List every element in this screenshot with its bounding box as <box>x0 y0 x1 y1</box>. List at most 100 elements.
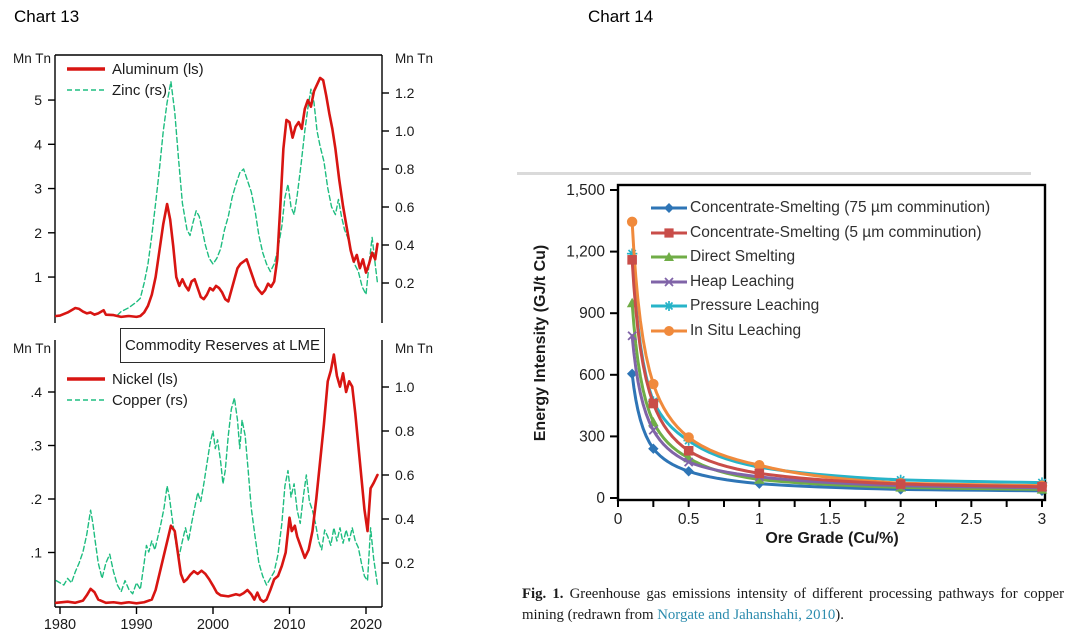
tick-label: 1 <box>34 269 42 285</box>
tick-label: 0.4 <box>395 237 415 253</box>
series-in-situ-leaching-circle-icon <box>626 216 638 228</box>
tick-label: 2.5 <box>961 511 983 528</box>
tick-label: 1990 <box>120 617 152 633</box>
chart13-box-title: Commodity Reserves at LME <box>120 328 325 363</box>
figure-caption: Fig. 1. Greenhouse gas emissions intensi… <box>522 584 1064 627</box>
tick-label: .1 <box>30 545 42 561</box>
legend-marker-circle-icon <box>651 325 687 336</box>
series-in-situ-leaching-circle-icon <box>648 378 659 390</box>
series-concentrate-smelting-5-m-comminution--square-icon <box>648 398 659 409</box>
tick-label: 2020 <box>350 617 382 633</box>
chart14-legend-item-3: Heap Leaching <box>650 270 990 295</box>
legend-label-zinc: Zinc (rs) <box>112 81 167 99</box>
tick-label: 600 <box>579 367 605 384</box>
chart14-legend: Concentrate-Smelting (75 µm comminution)… <box>650 196 990 343</box>
legend-item-copper: Copper (rs) <box>66 391 188 409</box>
tick-label: 5 <box>34 92 42 108</box>
series-concentrate-smelting-75-m-comminution--line <box>630 372 1044 493</box>
legend-item-nickel: Nickel (ls) <box>66 370 188 388</box>
legend-item-aluminum: Aluminum (ls) <box>66 60 204 78</box>
series-concentrate-smelting-5-m-comminution--square-icon <box>754 468 765 479</box>
axis-unit-top-left: Mn Tn <box>13 51 52 66</box>
chart14-legend-item-1: Concentrate-Smelting (5 µm comminution) <box>650 221 990 246</box>
tick-label: 0.2 <box>395 555 415 571</box>
legend-label-nickel: Nickel (ls) <box>112 370 178 388</box>
tick-label: 0.4 <box>395 511 415 527</box>
tick-label: 0.6 <box>395 199 415 215</box>
caption-text-before-link: Greenhouse gas emissions intensity of di… <box>522 586 1064 624</box>
axis-unit-top-right: Mn Tn <box>395 51 434 66</box>
series-heap-leaching-x-icon <box>648 425 659 435</box>
nickel-line-swatch-icon <box>67 377 105 381</box>
tick-label: 0.8 <box>395 161 415 177</box>
tick-label: 0 <box>596 490 605 507</box>
caption-citation-link[interactable]: Norgate and Jahanshahi, 2010 <box>657 607 836 624</box>
series-heap-leaching-x-icon <box>683 457 694 467</box>
tick-label: 0.2 <box>395 275 415 291</box>
copper-line-swatch-icon <box>67 399 105 401</box>
zinc-line-swatch-icon <box>67 89 105 91</box>
tick-label: 3 <box>34 181 42 197</box>
tick-label: 1,500 <box>566 182 605 199</box>
series-in-situ-leaching-circle-icon <box>683 432 694 443</box>
chart14-legend-label: Concentrate-Smelting (75 µm comminution) <box>690 199 991 217</box>
series-nickel-ls-line <box>54 353 379 605</box>
page-divider-line <box>517 172 1031 175</box>
legend-marker-x-icon <box>651 277 687 287</box>
tick-label: 2010 <box>273 617 305 633</box>
chart14-legend-item-0: Concentrate-Smelting (75 µm comminution) <box>650 196 990 221</box>
series-concentrate-smelting-5-m-comminution--square-icon <box>1037 481 1047 492</box>
series-in-situ-leaching-circle-icon <box>754 459 765 471</box>
chart14-title: Chart 14 <box>588 7 654 26</box>
aluminum-line-swatch-icon <box>67 67 105 71</box>
tick-label: 1980 <box>44 617 76 633</box>
tick-label: .2 <box>30 491 42 507</box>
chart14-plot-border <box>616 183 1047 502</box>
caption-fig-label: Fig. 1. <box>522 586 564 602</box>
chart14-y-axis-label: Energy Intensity (GJ/t Cu) <box>532 244 549 442</box>
tick-label: 0.6 <box>395 467 415 483</box>
series-aluminum-ls-line <box>54 76 379 319</box>
chart14-legend-label: In Situ Leaching <box>690 321 802 339</box>
chart14-legend-item-5: In Situ Leaching <box>650 319 990 344</box>
series-copper-rs-line <box>55 397 379 595</box>
axis-unit-bottom-left: Mn Tn <box>13 341 52 356</box>
series-concentrate-smelting-5-m-comminution--square-icon <box>895 479 906 489</box>
legend-label-aluminum: Aluminum (ls) <box>112 60 204 78</box>
tick-label: 1,200 <box>566 244 605 261</box>
series-heap-leaching-line <box>630 334 1044 490</box>
chart13-title: Chart 13 <box>14 7 80 26</box>
legend-marker-asterisk-icon <box>651 301 687 312</box>
tick-label: 0.5 <box>678 511 700 528</box>
series-concentrate-smelting-75-m-comminution--diamond-icon <box>683 466 694 477</box>
chart14-legend-label: Concentrate-Smelting (5 µm comminution) <box>690 223 982 241</box>
chart14-legend-label: Heap Leaching <box>690 272 795 290</box>
legend-marker-square-icon <box>651 228 687 238</box>
tick-label: 1.2 <box>395 85 415 101</box>
chart13-bottom-legend: Nickel (ls) Copper (rs) <box>66 370 188 409</box>
tick-label: 2 <box>896 511 905 528</box>
tick-label: 3 <box>1038 511 1047 528</box>
series-concentrate-smelting-75-m-comminution--diamond-icon <box>626 368 638 379</box>
tick-label: 1.0 <box>395 123 415 139</box>
series-direct-smelting-triangle-icon <box>754 474 765 484</box>
chart14-x-axis-label: Ore Grade (Cu/%) <box>765 530 899 547</box>
tick-label: 300 <box>579 428 605 445</box>
tick-label: 900 <box>579 305 605 322</box>
series-heap-leaching-x-icon <box>627 331 637 341</box>
chart14-legend-label: Pressure Leaching <box>690 297 820 315</box>
series-zinc-rs-line <box>116 80 379 316</box>
legend-marker-diamond-icon <box>651 203 687 214</box>
axis-unit-bottom-right: Mn Tn <box>395 341 434 356</box>
tick-label: .3 <box>30 438 42 454</box>
caption-text-after-link: ). <box>835 607 844 624</box>
series-concentrate-smelting-75-m-comminution--diamond-icon <box>648 443 659 454</box>
tick-label: 0.8 <box>395 423 415 439</box>
tick-label: 0 <box>614 511 623 528</box>
legend-marker-triangle-icon <box>651 252 687 262</box>
tick-label: 2 <box>34 225 42 241</box>
tick-label: 2000 <box>197 617 229 633</box>
chart14-legend-label: Direct Smelting <box>690 248 796 266</box>
